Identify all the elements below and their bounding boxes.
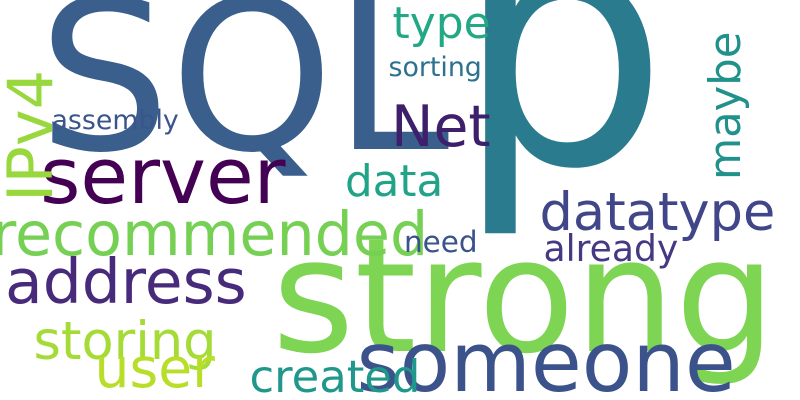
word-data: data	[345, 156, 444, 207]
word-server: server	[40, 132, 286, 223]
word-assembly: assembly	[51, 105, 179, 137]
word-datatype: datatype	[539, 182, 776, 244]
word-net: Net	[391, 93, 491, 160]
word-sorting: sorting	[388, 52, 482, 84]
word-strong: strong	[272, 204, 776, 389]
word-sql: SQL	[38, 0, 450, 199]
word-p: p	[454, 0, 669, 243]
word-need: need	[404, 225, 478, 260]
word-someone: someone	[356, 314, 736, 400]
word-maybe: maybe	[700, 31, 751, 180]
word-address: address	[5, 245, 247, 318]
word-storing: storing	[33, 311, 217, 373]
word-already: already	[543, 227, 679, 270]
word-user: user	[94, 337, 215, 400]
word-created: created	[249, 350, 421, 400]
word-type: type	[392, 0, 491, 49]
word-recommended: recommended	[0, 199, 429, 270]
